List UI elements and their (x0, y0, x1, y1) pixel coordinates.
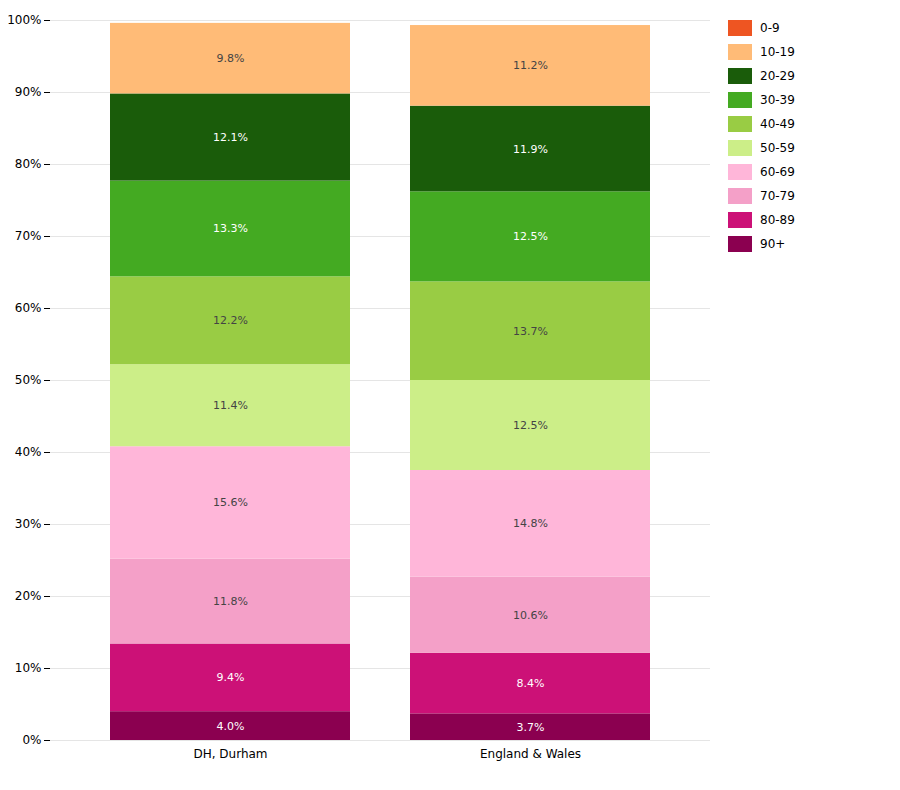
svg-text:11.8%: 11.8% (213, 595, 248, 608)
svg-text:9.8%: 9.8% (217, 52, 245, 65)
html-text:10-19: 10-19 (760, 45, 795, 59)
svg-text:12.1%: 12.1% (213, 131, 248, 144)
svg-text:3.7%: 3.7% (517, 721, 545, 734)
svg-text:4.0%: 4.0% (217, 720, 245, 733)
svg-text:0%: 0% (22, 733, 41, 747)
svg-text:10%: 10% (15, 661, 42, 675)
html-text:60-69: 60-69 (760, 165, 795, 179)
svg-text:England & Wales: England & Wales (480, 747, 581, 761)
svg-text:13.3%: 13.3% (213, 222, 248, 235)
html-text:50-59: 50-59 (760, 141, 795, 155)
svg-text:11.9%: 11.9% (513, 143, 548, 156)
html-text:40-49: 40-49 (760, 117, 795, 131)
svg-text:11.4%: 11.4% (213, 399, 248, 412)
svg-text:10.6%: 10.6% (513, 609, 548, 622)
svg-text:100%: 100% (7, 13, 41, 27)
svg-text:15.6%: 15.6% (213, 496, 248, 509)
svg-text:30%: 30% (15, 517, 42, 531)
svg-text:12.5%: 12.5% (513, 419, 548, 432)
html-text:30-39: 30-39 (760, 93, 795, 107)
svg-text:80%: 80% (15, 157, 42, 171)
html-text:80-89: 80-89 (760, 213, 795, 227)
svg-text:9.4%: 9.4% (217, 671, 245, 684)
svg-text:12.5%: 12.5% (513, 230, 548, 243)
svg-text:50%: 50% (15, 373, 42, 387)
html-text:90+: 90+ (760, 237, 786, 251)
svg-text:70%: 70% (15, 229, 42, 243)
svg-text:20%: 20% (15, 589, 42, 603)
svg-text:14.8%: 14.8% (513, 517, 548, 530)
svg-text:60%: 60% (15, 301, 42, 315)
svg-text:13.7%: 13.7% (513, 325, 548, 338)
html-text:20-29: 20-29 (760, 69, 795, 83)
html-text:70-79: 70-79 (760, 189, 795, 203)
svg-text:40%: 40% (15, 445, 42, 459)
svg-text:8.4%: 8.4% (517, 677, 545, 690)
svg-text:12.2%: 12.2% (213, 314, 248, 327)
svg-text:11.2%: 11.2% (513, 59, 548, 72)
svg-text:90%: 90% (15, 85, 42, 99)
html-text:0-9: 0-9 (760, 21, 780, 35)
svg-text:DH, Durham: DH, Durham (193, 747, 267, 761)
